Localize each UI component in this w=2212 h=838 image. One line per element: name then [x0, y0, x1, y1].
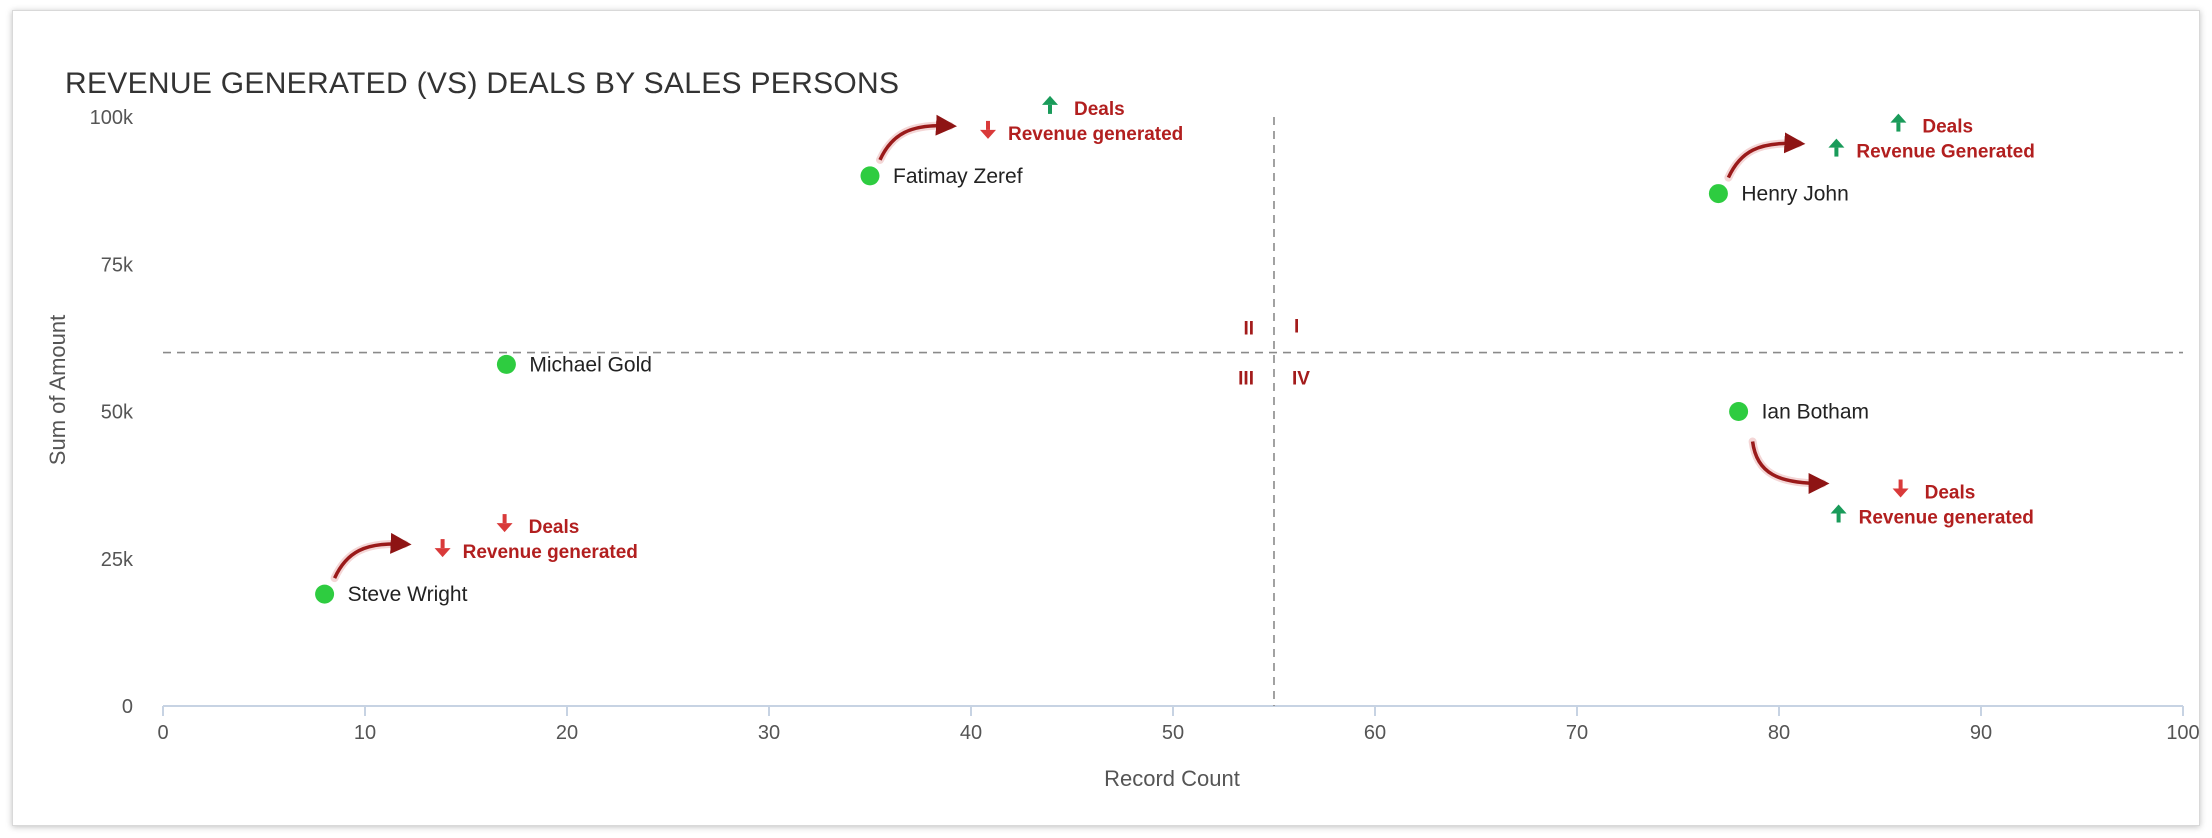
x-tick-label: 90 — [1970, 722, 1992, 744]
arrow-down-icon — [496, 523, 513, 533]
arrow-down-icon — [1892, 488, 1909, 498]
quadrant-label: II — [1243, 319, 1254, 340]
point-label: Henry John — [1741, 183, 1848, 206]
arrow-down-shaft — [440, 539, 445, 549]
point-label: Ian Botham — [1762, 401, 1869, 424]
data-point — [1708, 184, 1728, 204]
deals-annotation: Deals — [1925, 483, 1976, 504]
curved-arrow — [1726, 132, 1806, 179]
quadrant-label: IV — [1292, 369, 1310, 390]
arrow-down-shaft — [1898, 479, 1903, 489]
deals-trend-icon — [496, 514, 513, 533]
y-tick-label: 0 — [122, 696, 133, 718]
quadrant-label: I — [1294, 317, 1299, 338]
point-label: Fatimay Zeref — [893, 165, 1023, 188]
arrow-down-icon — [434, 548, 451, 558]
arrow-up-shaft — [1836, 513, 1841, 523]
point-label: Michael Gold — [529, 353, 652, 376]
x-tick-label: 0 — [157, 722, 168, 744]
x-tick-label: 60 — [1364, 722, 1386, 744]
arrow-up-icon — [1890, 113, 1907, 123]
curved-arrow-shadow — [1748, 437, 1827, 488]
deals-trend-icon — [1892, 479, 1909, 498]
x-tick-label: 10 — [354, 722, 376, 744]
y-tick-label: 50k — [101, 402, 134, 424]
chart-title: REVENUE GENERATED (VS) DEALS BY SALES PE… — [65, 67, 900, 100]
y-tick-label: 75k — [101, 254, 134, 276]
data-point — [860, 166, 880, 186]
revenue-trend-icon — [1828, 138, 1845, 157]
arrow-down-shaft — [986, 120, 990, 130]
arrow-down-icon — [980, 129, 996, 139]
deals-annotation: Deals — [1074, 99, 1125, 120]
deals-annotation: Deals — [1922, 117, 1973, 138]
arrow-up-icon — [1042, 95, 1058, 105]
y-tick-label: 25k — [101, 549, 134, 571]
x-axis-label: Record Count — [1104, 766, 1240, 791]
arrow-up-icon — [1830, 504, 1847, 514]
x-tick-label: 30 — [758, 722, 780, 744]
arrow-down-shaft — [502, 514, 507, 524]
data-point — [1729, 402, 1749, 421]
point-label: Steve Wright — [348, 583, 468, 606]
quadrant-label: III — [1238, 369, 1254, 390]
revenue-annotation: Revenue generated — [463, 542, 638, 563]
deals-trend-icon — [1890, 113, 1907, 132]
x-tick-label: 70 — [1566, 722, 1588, 744]
curved-arrow — [1750, 441, 1830, 494]
x-tick-label: 50 — [1162, 722, 1184, 744]
revenue-annotation: Revenue Generated — [1856, 142, 2034, 163]
y-axis-label: Sum of Amount — [45, 315, 70, 465]
data-point — [315, 584, 335, 604]
x-tick-label: 40 — [960, 722, 982, 744]
deals-annotation: Deals — [529, 517, 580, 538]
revenue-annotation: Revenue generated — [1859, 508, 2034, 529]
deals-trend-icon — [1042, 95, 1058, 114]
revenue-trend-icon — [1830, 504, 1847, 523]
arrow-up-shaft — [1834, 147, 1839, 157]
revenue-trend-icon — [980, 120, 996, 139]
revenue-trend-icon — [434, 539, 451, 558]
data-point — [496, 354, 516, 374]
revenue-annotation: Revenue generated — [1008, 124, 1183, 145]
arrow-up-shaft — [1048, 104, 1052, 114]
y-tick-label: 100k — [90, 107, 134, 129]
arrow-up-shaft — [1896, 122, 1901, 132]
arrow-up-icon — [1828, 138, 1845, 148]
curved-arrow — [333, 532, 412, 579]
x-tick-label: 20 — [556, 722, 578, 744]
x-tick-label: 100 — [2166, 722, 2199, 744]
curved-arrow — [878, 114, 957, 161]
x-tick-label: 80 — [1768, 722, 1790, 744]
